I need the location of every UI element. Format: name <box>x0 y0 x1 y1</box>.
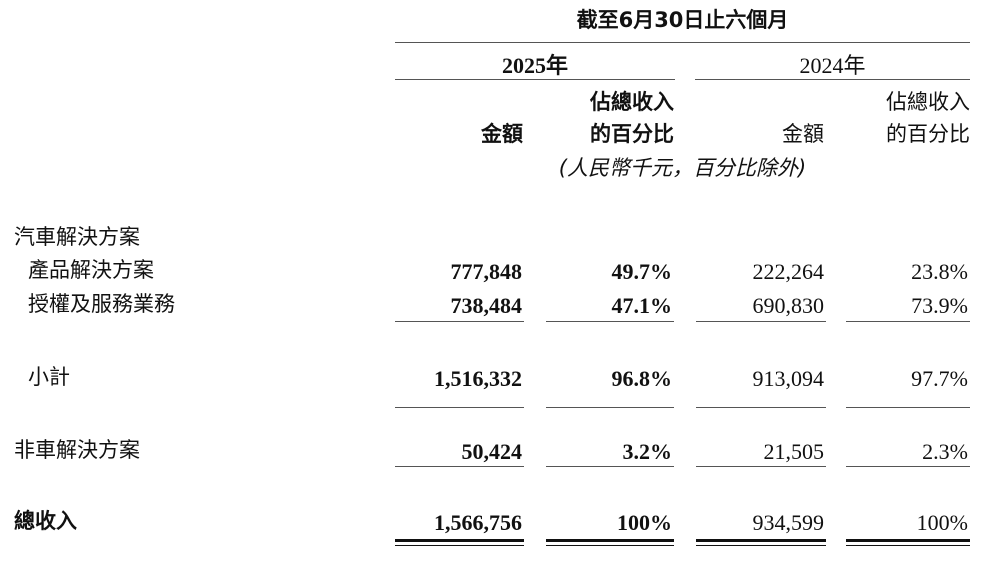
underline <box>395 407 524 408</box>
period-header: 截至6月30日止六個月 <box>576 8 789 32</box>
cell-value: 913,094 <box>752 366 825 391</box>
row-label: 汽車解決方案 <box>14 225 140 249</box>
col-amount-2024: 金額 <box>782 122 824 146</box>
cell-value: 47.1% <box>611 293 673 318</box>
underline <box>846 466 970 467</box>
double-underline <box>846 539 970 542</box>
cell-value: 777,848 <box>450 259 523 284</box>
cell-value: 738,484 <box>450 293 523 318</box>
double-underline <box>395 539 524 542</box>
divider <box>695 79 970 80</box>
row-label: 非車解決方案 <box>14 438 140 462</box>
cell-value: 100% <box>617 510 672 535</box>
underline <box>696 321 826 322</box>
row-label: 小計 <box>28 365 70 389</box>
col-pct-2024-line2: 的百分比 <box>886 122 970 146</box>
cell-value: 21,505 <box>763 439 825 464</box>
year-2025: 2025年 <box>501 53 568 78</box>
cell-value: 690,830 <box>752 293 825 318</box>
double-underline <box>696 539 826 542</box>
underline <box>395 321 524 322</box>
underline <box>696 407 826 408</box>
underline <box>546 466 674 467</box>
double-underline <box>546 539 674 542</box>
cell-value: 97.7% <box>911 366 968 391</box>
col-pct-2025-line1: 佔總收入 <box>590 90 674 114</box>
cell-value: 23.8% <box>911 259 968 284</box>
cell-value: 934,599 <box>752 510 825 535</box>
cell-value: 96.8% <box>611 366 673 391</box>
underline <box>395 466 524 467</box>
year-2024: 2024年 <box>799 53 866 78</box>
underline <box>546 321 674 322</box>
cell-value: 100% <box>916 510 968 535</box>
cell-value: 2.3% <box>922 439 968 464</box>
cell-value: 3.2% <box>622 439 673 464</box>
divider <box>395 79 675 80</box>
cell-value: 73.9% <box>911 293 968 318</box>
underline <box>846 321 970 322</box>
double-underline <box>395 545 524 546</box>
col-amount-2025: 金額 <box>481 122 523 146</box>
unit-note: (人民幣千元，百分比除外) <box>558 156 807 180</box>
double-underline <box>846 545 970 546</box>
cell-value: 50,424 <box>461 439 523 464</box>
underline <box>846 407 970 408</box>
row-label: 產品解決方案 <box>28 258 154 282</box>
col-pct-2024-line1: 佔總收入 <box>886 90 970 114</box>
col-pct-2025-line2: 的百分比 <box>590 122 674 146</box>
cell-value: 1,566,756 <box>434 510 522 535</box>
cell-value: 222,264 <box>752 259 825 284</box>
double-underline <box>546 545 674 546</box>
row-label: 授權及服務業務 <box>28 292 175 316</box>
underline <box>696 466 826 467</box>
underline <box>546 407 674 408</box>
cell-value: 49.7% <box>611 259 673 284</box>
divider <box>395 42 970 43</box>
cell-value: 1,516,332 <box>434 366 522 391</box>
row-label: 總收入 <box>14 509 77 533</box>
double-underline <box>696 545 826 546</box>
